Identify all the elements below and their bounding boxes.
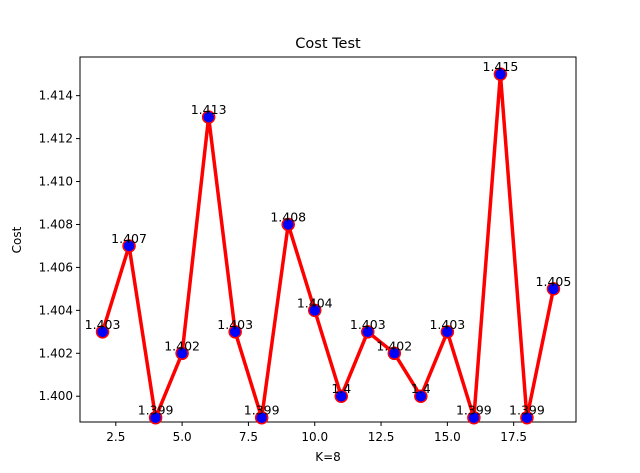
data-label: 1.399 <box>138 403 174 418</box>
data-label: 1.403 <box>217 317 253 332</box>
data-label: 1.402 <box>164 338 200 353</box>
series-line <box>100 72 556 420</box>
x-tick-label: 15.0 <box>434 430 461 444</box>
data-label: 1.4 <box>411 381 431 396</box>
x-tick-label: 2.5 <box>106 430 125 444</box>
data-point <box>228 325 242 339</box>
y-tick-label: 1.412 <box>39 132 73 146</box>
data-point <box>95 325 110 339</box>
x-tick-label: 10.0 <box>301 430 328 444</box>
data-label: 1.403 <box>429 317 465 332</box>
data-label: 1.407 <box>111 231 147 246</box>
data-point <box>307 303 322 318</box>
data-label: 1.399 <box>509 403 545 418</box>
data-label: 1.408 <box>270 209 306 224</box>
y-tick-label: 1.408 <box>39 217 73 231</box>
data-label: 1.402 <box>376 338 412 353</box>
x-tick-label: 12.5 <box>368 430 395 444</box>
data-label: 1.403 <box>350 317 386 332</box>
data-point <box>175 346 189 361</box>
data-label: 1.404 <box>297 295 333 310</box>
y-tick-label: 1.414 <box>39 89 73 103</box>
data-point <box>361 325 375 339</box>
data-point <box>254 410 269 425</box>
chart-title: Cost Test <box>295 36 361 52</box>
y-tick-label: 1.402 <box>39 346 73 360</box>
data-point <box>520 410 534 425</box>
x-tick-label: 7.5 <box>239 430 258 444</box>
x-tick-label: 17.5 <box>500 430 527 444</box>
data-point <box>281 217 295 232</box>
data-label: 1.399 <box>244 403 280 418</box>
data-point <box>440 325 455 339</box>
data-label: 1.405 <box>536 274 572 289</box>
data-point <box>467 410 481 425</box>
data-point <box>493 67 508 81</box>
data-point <box>201 110 216 124</box>
data-point <box>148 410 163 425</box>
data-label: 1.4 <box>331 381 351 396</box>
y-tick-label: 1.406 <box>39 260 73 274</box>
data-label: 1.415 <box>483 59 519 74</box>
y-tick-label: 1.404 <box>39 303 73 317</box>
data-label: 1.413 <box>191 102 227 117</box>
y-tick-label: 1.400 <box>39 389 73 403</box>
x-tick-label: 5.0 <box>173 430 192 444</box>
y-axis-label: Cost <box>10 226 24 253</box>
data-point <box>546 282 561 296</box>
plot-frame <box>79 56 577 423</box>
data-point <box>122 239 136 253</box>
data-point <box>334 389 349 403</box>
y-tick-label: 1.410 <box>39 175 73 189</box>
x-axis-label: K=8 <box>315 450 341 464</box>
data-point <box>414 389 428 403</box>
data-label: 1.399 <box>456 403 492 418</box>
data-label: 1.403 <box>85 317 121 332</box>
data-point <box>387 346 402 361</box>
